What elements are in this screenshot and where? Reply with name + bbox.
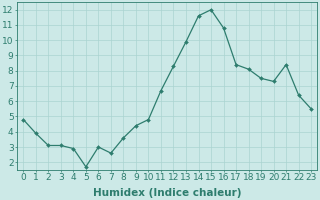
X-axis label: Humidex (Indice chaleur): Humidex (Indice chaleur)	[93, 188, 242, 198]
